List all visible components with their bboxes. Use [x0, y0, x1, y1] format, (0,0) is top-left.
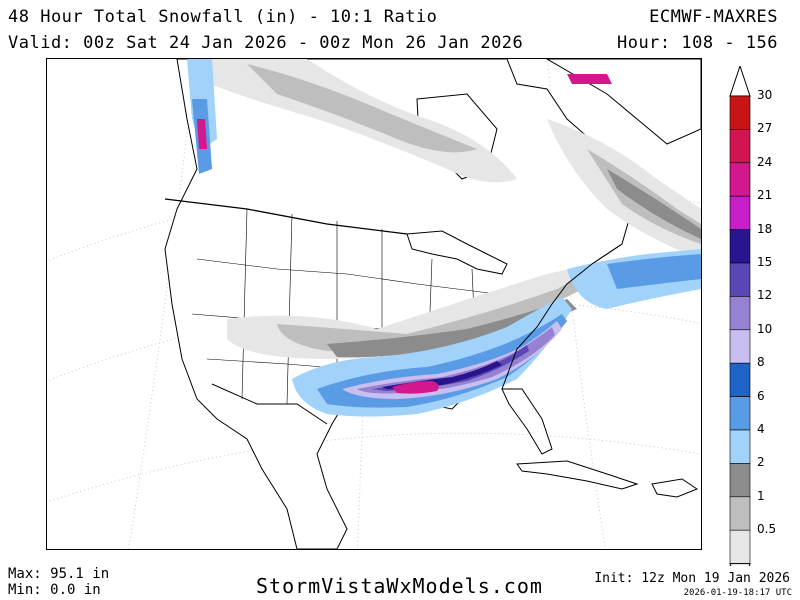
colorbar-segment	[729, 195, 751, 230]
colorbar-segment	[729, 129, 751, 164]
canada-us-border	[164, 198, 408, 235]
colorbar-segment	[729, 229, 751, 264]
us-mexico-border	[211, 383, 328, 425]
map-title: 48 Hour Total Snowfall (in) - 10:1 Ratio	[8, 7, 438, 27]
valid-period: Valid: 00z Sat 24 Jan 2026 - 00z Mon 26 …	[8, 33, 524, 53]
map-canvas	[47, 59, 701, 549]
colorbar-label: 8	[757, 355, 765, 370]
colorbar-segment	[729, 95, 751, 130]
colorbar-segment	[729, 362, 751, 397]
min-value: Min: 0.0 in	[8, 582, 101, 598]
colorbar-label: 0.5	[757, 522, 777, 537]
max-value: Max: 95.1 in	[8, 566, 110, 582]
legend-colorbar	[729, 64, 751, 596]
east-coast-line	[501, 243, 623, 390]
colorbar-segment	[729, 162, 751, 197]
colorbar-segment	[729, 496, 751, 531]
snow-10-in	[342, 321, 562, 399]
model-name: ECMWF-MAXRES	[649, 7, 778, 27]
colorbar-bottom-arrow	[729, 563, 751, 596]
colorbar-label: 30	[757, 88, 773, 102]
colorbar-label: 21	[757, 188, 773, 203]
colorbar-label: 2	[757, 455, 765, 470]
colorbar-label: 10	[757, 321, 773, 336]
florida-land	[501, 388, 553, 455]
colorbar-segment	[729, 396, 751, 431]
cuba-island	[516, 460, 639, 490]
colorbar-label: 4	[757, 422, 765, 436]
colorbar-svg	[729, 64, 751, 596]
site-watermark[interactable]: StormVistaWxModels.com	[256, 574, 543, 598]
colorbar-label: 15	[757, 255, 773, 269]
colorbar-segment	[729, 429, 751, 464]
forecast-hours: Hour: 108 - 156	[616, 33, 778, 53]
colorbar-label: 27	[757, 121, 773, 136]
init-time: Init: 12z Mon 19 Jan 2026	[594, 571, 790, 586]
generated-timestamp: 2026-01-19-18:17 UTC	[683, 588, 792, 598]
colorbar-top-arrow	[729, 64, 751, 97]
colorbar-label: 6	[757, 388, 765, 403]
snow-2-in	[327, 169, 701, 358]
colorbar-label: 18	[757, 221, 773, 236]
colorbar-segment	[729, 463, 751, 498]
snow-21-in	[197, 74, 612, 394]
colorbar-segment	[729, 262, 751, 297]
colorbar-label: 1	[757, 488, 765, 503]
colorbar-segment	[729, 529, 751, 564]
hispaniola-island	[651, 478, 699, 498]
snowfall-map	[46, 58, 702, 550]
colorbar-label: 12	[757, 288, 773, 303]
colorbar-label: 24	[757, 154, 773, 169]
colorbar-segment	[729, 296, 751, 331]
snow-18-in	[382, 361, 502, 389]
colorbar-segment	[729, 329, 751, 364]
great-lakes	[406, 230, 508, 275]
